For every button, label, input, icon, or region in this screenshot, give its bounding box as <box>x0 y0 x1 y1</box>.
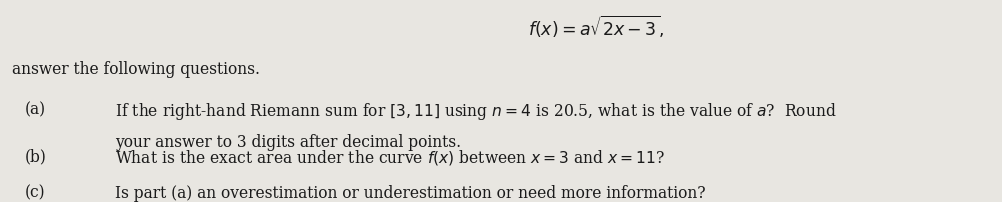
Text: your answer to 3 digits after decimal points.: your answer to 3 digits after decimal po… <box>115 134 461 151</box>
Text: If the right-hand Riemann sum for $[3, 11]$ using $n = 4$ is 20.5, what is the v: If the right-hand Riemann sum for $[3, 1… <box>115 101 837 122</box>
Text: (a): (a) <box>25 101 46 118</box>
Text: What is the exact area under the curve $f(x)$ between $x = 3$ and $x = 11$?: What is the exact area under the curve $… <box>115 148 665 167</box>
Text: Is part (a) an overestimation or underestimation or need more information?: Is part (a) an overestimation or underes… <box>115 185 705 202</box>
Text: answer the following questions.: answer the following questions. <box>12 61 261 78</box>
Text: (b): (b) <box>25 148 47 165</box>
Text: $f(x) = a\sqrt{2x-3},$: $f(x) = a\sqrt{2x-3},$ <box>528 14 664 40</box>
Text: (c): (c) <box>25 185 46 202</box>
